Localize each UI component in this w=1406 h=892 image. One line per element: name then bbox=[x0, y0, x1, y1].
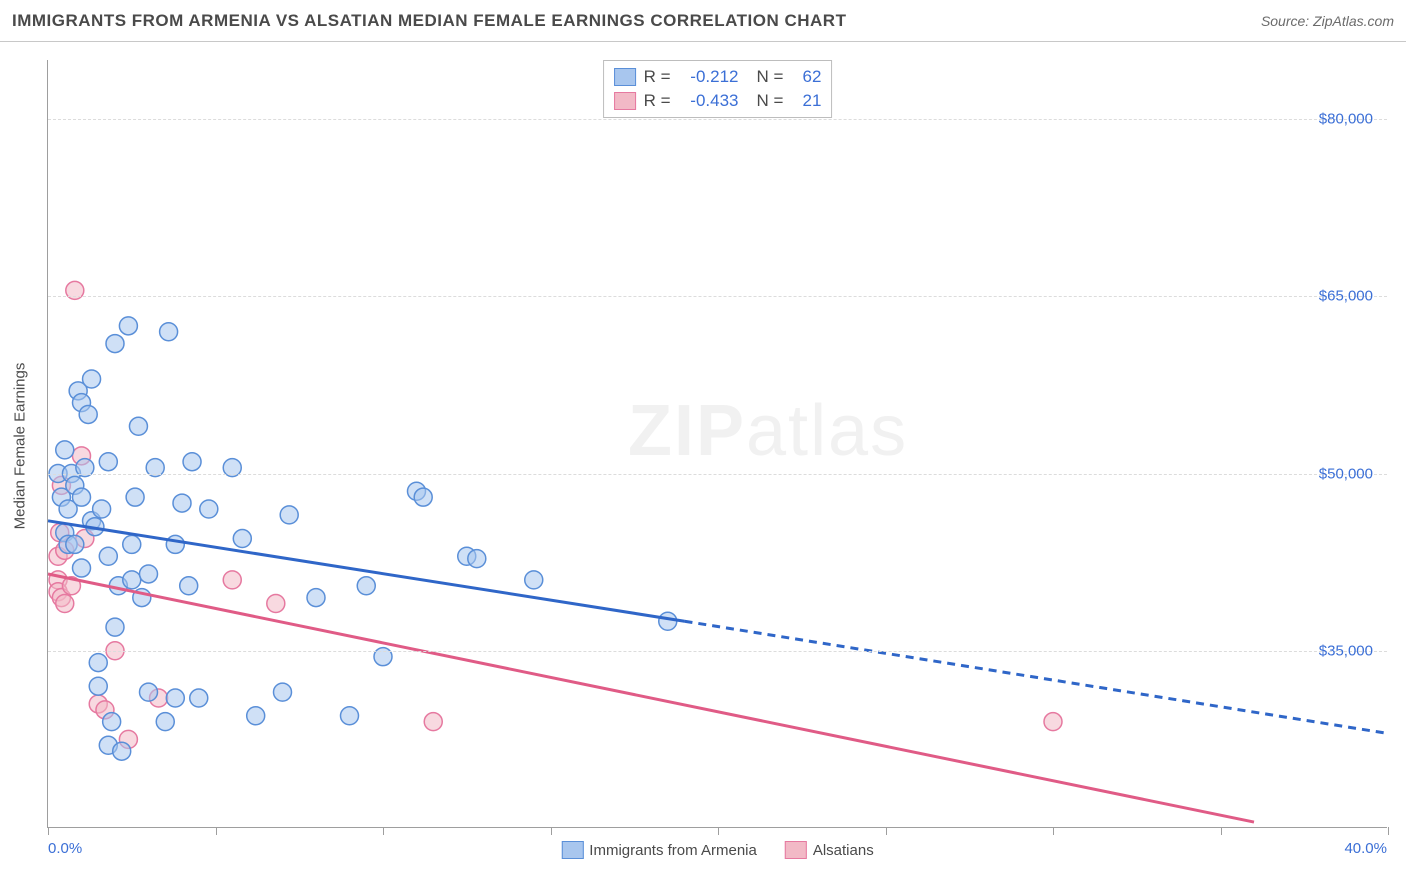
scatter-point bbox=[173, 494, 191, 512]
stats-row: R = -0.212 N = 62 bbox=[614, 65, 822, 89]
chart-header: IMMIGRANTS FROM ARMENIA VS ALSATIAN MEDI… bbox=[0, 0, 1406, 42]
scatter-point bbox=[103, 713, 121, 731]
scatter-point bbox=[274, 683, 292, 701]
scatter-point bbox=[113, 742, 131, 760]
scatter-point bbox=[156, 713, 174, 731]
stats-box: R = -0.212 N = 62 R = -0.433 N = 21 bbox=[603, 60, 833, 118]
scatter-point bbox=[424, 713, 442, 731]
scatter-point bbox=[166, 535, 184, 553]
scatter-point bbox=[307, 589, 325, 607]
scatter-point bbox=[123, 571, 141, 589]
bottom-legend: Immigrants from Armenia Alsatians bbox=[561, 841, 873, 859]
r-value: -0.212 bbox=[679, 67, 739, 87]
legend-swatch bbox=[561, 841, 583, 859]
legend-label: Alsatians bbox=[813, 842, 874, 859]
scatter-point bbox=[223, 571, 241, 589]
y-tick-label: $65,000 bbox=[1319, 288, 1373, 305]
scatter-point bbox=[119, 317, 137, 335]
scatter-point bbox=[267, 595, 285, 613]
scatter-point bbox=[414, 488, 432, 506]
x-tick-mark bbox=[718, 827, 719, 835]
scatter-point bbox=[525, 571, 543, 589]
scatter-point bbox=[123, 535, 141, 553]
scatter-point bbox=[56, 595, 74, 613]
x-tick-mark bbox=[551, 827, 552, 835]
scatter-point bbox=[247, 707, 265, 725]
legend-swatch bbox=[614, 68, 636, 86]
chart-title: IMMIGRANTS FROM ARMENIA VS ALSATIAN MEDI… bbox=[12, 11, 846, 31]
y-tick-label: $50,000 bbox=[1319, 465, 1373, 482]
scatter-point bbox=[190, 689, 208, 707]
scatter-point bbox=[99, 453, 117, 471]
r-label: R = bbox=[644, 91, 671, 111]
scatter-point bbox=[83, 370, 101, 388]
scatter-point bbox=[89, 654, 107, 672]
regression-line bbox=[48, 574, 1254, 822]
chart-source: Source: ZipAtlas.com bbox=[1261, 13, 1394, 29]
legend-swatch bbox=[785, 841, 807, 859]
scatter-point bbox=[73, 488, 91, 506]
scatter-point bbox=[180, 577, 198, 595]
n-value: 21 bbox=[791, 91, 821, 111]
gridline bbox=[48, 119, 1387, 120]
source-name: ZipAtlas.com bbox=[1313, 13, 1394, 29]
scatter-point bbox=[166, 689, 184, 707]
scatter-point bbox=[126, 488, 144, 506]
r-value: -0.433 bbox=[679, 91, 739, 111]
scatter-point bbox=[341, 707, 359, 725]
legend-item: Alsatians bbox=[785, 841, 874, 859]
gridline bbox=[48, 296, 1387, 297]
plot-area: ZIPatlas R =-0.212N =62R =-0.433N =21 Im… bbox=[47, 60, 1387, 828]
n-label: N = bbox=[757, 67, 784, 87]
x-axis-min-label: 0.0% bbox=[48, 840, 82, 857]
scatter-point bbox=[140, 683, 158, 701]
scatter-point bbox=[73, 559, 91, 577]
scatter-point bbox=[233, 530, 251, 548]
scatter-point bbox=[183, 453, 201, 471]
scatter-point bbox=[468, 550, 486, 568]
legend-item: Immigrants from Armenia bbox=[561, 841, 757, 859]
x-axis-max-label: 40.0% bbox=[1344, 840, 1387, 857]
scatter-point bbox=[200, 500, 218, 518]
x-tick-mark bbox=[886, 827, 887, 835]
n-value: 62 bbox=[791, 67, 821, 87]
x-tick-mark bbox=[1053, 827, 1054, 835]
y-tick-label: $80,000 bbox=[1319, 111, 1373, 128]
x-tick-mark bbox=[1388, 827, 1389, 835]
scatter-point bbox=[160, 323, 178, 341]
scatter-point bbox=[106, 335, 124, 353]
x-tick-mark bbox=[383, 827, 384, 835]
scatter-point bbox=[56, 441, 74, 459]
scatter-point bbox=[129, 417, 147, 435]
source-prefix: Source: bbox=[1261, 13, 1313, 29]
scatter-point bbox=[93, 500, 111, 518]
scatter-point bbox=[99, 547, 117, 565]
legend-swatch bbox=[614, 92, 636, 110]
x-tick-mark bbox=[216, 827, 217, 835]
scatter-point bbox=[659, 612, 677, 630]
x-tick-mark bbox=[48, 827, 49, 835]
x-tick-mark bbox=[1221, 827, 1222, 835]
scatter-point bbox=[280, 506, 298, 524]
scatter-point bbox=[106, 618, 124, 636]
y-axis-label: Median Female Earnings bbox=[12, 363, 29, 530]
gridline bbox=[48, 651, 1387, 652]
scatter-point bbox=[357, 577, 375, 595]
y-tick-label: $35,000 bbox=[1319, 642, 1373, 659]
r-label: R = bbox=[644, 67, 671, 87]
n-label: N = bbox=[757, 91, 784, 111]
scatter-point bbox=[140, 565, 158, 583]
gridline bbox=[48, 474, 1387, 475]
scatter-point bbox=[1044, 713, 1062, 731]
scatter-point bbox=[89, 677, 107, 695]
scatter-point bbox=[66, 535, 84, 553]
stats-row: R = -0.433 N = 21 bbox=[614, 89, 822, 113]
regression-line bbox=[685, 621, 1389, 733]
chart-svg bbox=[48, 60, 1387, 827]
scatter-point bbox=[79, 405, 97, 423]
legend-label: Immigrants from Armenia bbox=[589, 842, 757, 859]
